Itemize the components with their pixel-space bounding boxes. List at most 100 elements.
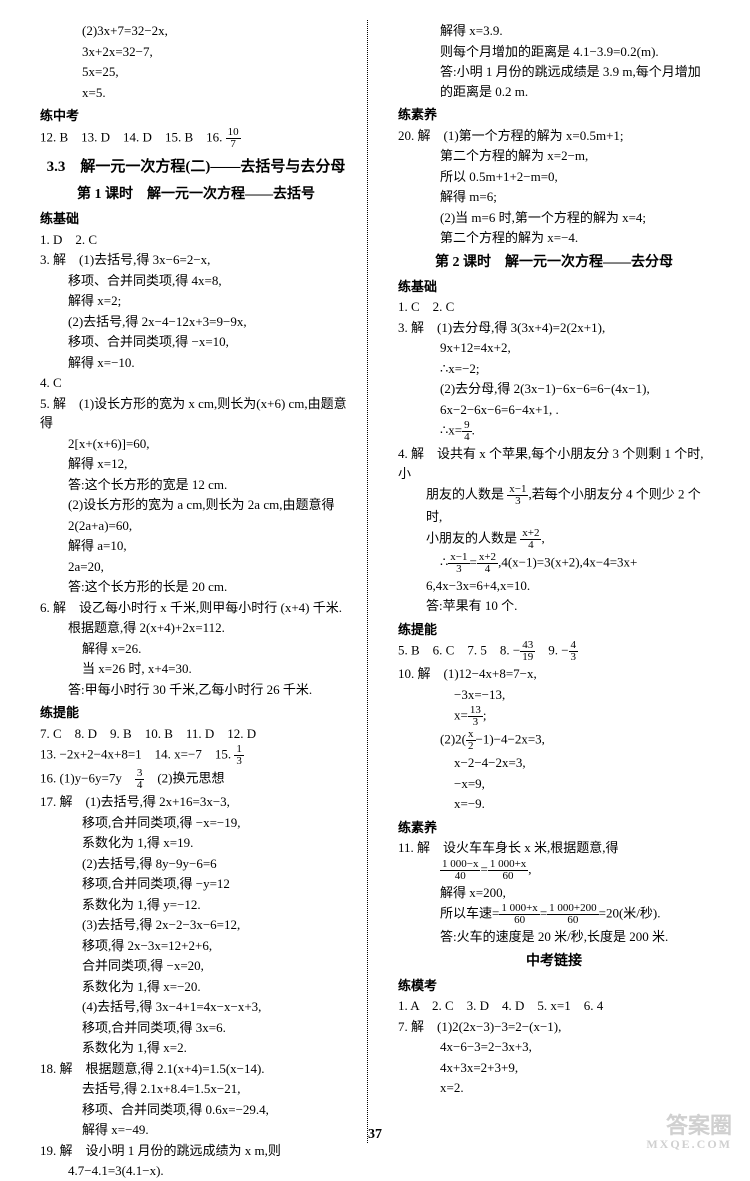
text: 6. 解 设乙每小时行 x 千米,则甲每小时行 (x+4) 千米. [40,598,352,618]
text: 解得 x=−49. [40,1120,352,1140]
text: 答:火车的速度是 20 米/秒,长度是 200 米. [398,927,710,947]
text: (2)2(x2−1)−4−2x=3, [398,729,710,752]
text: 3. 解 (1)去括号,得 3x−6=2−x, [40,250,352,270]
text: x=133; [398,705,710,728]
text: (2)3x+7=32−2x, [40,21,352,41]
answer-row: 1. A 2. C 3. D 4. D 5. x=1 6. 4 [398,996,710,1016]
answer-row: 5. B 6. C 7. 5 8. −4319 9. −43 [398,640,710,663]
text: 解得 x=12, [40,454,352,474]
text: 当 x=26 时, x+4=30. [40,659,352,679]
text: (3)去括号,得 2x−2−3x−6=12, [40,915,352,935]
answer-row: 1. D 2. C [40,230,352,250]
text: 19. 解 设小明 1 月份的跳远成绩为 x m,则 [40,1141,352,1161]
subtitle: 第 2 课时 解一元一次方程——去分母 [398,252,710,273]
text: 1 000−x40=1 000+x60, [398,859,710,882]
text: 3x+2x=32−7, [40,42,352,62]
answer-row: 12. B 13. D 14. D 15. B 16. 107 [40,127,352,150]
text: ∴x=94. [398,420,710,443]
answer-row: 13. −2x+2−4x+8=1 14. x=−7 15. 13 [40,744,352,767]
answer-row: 16. (1)y−6y=7y 34 (2)换元思想 [40,768,352,791]
text: 去括号,得 2.1x+8.4=1.5x−21, [40,1079,352,1099]
text: 系数化为 1,得 x=−20. [40,977,352,997]
text: 2a=20, [40,557,352,577]
text: 17. 解 (1)去括号,得 2x+16=3x−3, [40,792,352,812]
text: 7. 解 (1)2(2x−3)−3=2−(x−1), [398,1017,710,1037]
section-label: 练模考 [398,976,710,996]
text: (4)去括号,得 3x−4+1=4x−x−x+3, [40,997,352,1017]
text: 答:苹果有 10 个. [398,596,710,616]
text: 移项,合并同类项,得 −x=−19, [40,813,352,833]
text: 11. 解 设火车车身长 x 米,根据题意,得 [398,838,710,858]
text: 2[x+(x+6)]=60, [40,434,352,454]
text: 解得 x=26. [40,639,352,659]
text: ∴x=−2; [398,359,710,379]
text: 4x+3x=2+3+9, [398,1058,710,1078]
text: 则每个月增加的距离是 4.1−3.9=0.2(m). [398,42,710,62]
text: 系数化为 1,得 y=−12. [40,895,352,915]
text: 移项、合并同类项,得 4x=8, [40,271,352,291]
text: 2(2a+a)=60, [40,516,352,536]
answer-row: 1. C 2. C [398,297,710,317]
answer-row: 7. C 8. D 9. B 10. B 11. D 12. D [40,724,352,744]
text: 第二个方程的解为 x=2−m, [398,146,710,166]
text: 小朋友的人数是 x+24, [398,528,710,551]
text: 系数化为 1,得 x=19. [40,833,352,853]
text: 移项,合并同类项,得 −y=12 [40,874,352,894]
text: 5x=25, [40,62,352,82]
section-label: 练素养 [398,105,710,125]
text: 第二个方程的解为 x=−4. [398,228,710,248]
answer-row: 4. C [40,373,352,393]
text: 移项、合并同类项,得 0.6x=−29.4, [40,1100,352,1120]
text: 根据题意,得 2(x+4)+2x=112. [40,618,352,638]
section-label: 练中考 [40,106,352,126]
text: 解得 a=10, [40,536,352,556]
text: 所以 0.5m+1+2−m=0, [398,167,710,187]
text: 6x−2−6x−6=6−4x+1, . [398,400,710,420]
text: 答:甲每小时行 30 千米,乙每小时行 26 千米. [40,680,352,700]
text: −3x=−13, [398,685,710,705]
text: (2)当 m=6 时,第一个方程的解为 x=4; [398,208,710,228]
text: 移项,合并同类项,得 3x=6. [40,1018,352,1038]
page-number: 37 [368,1124,382,1145]
watermark: 答案圈 MXQE.COM [646,1114,732,1151]
text: 3. 解 (1)去分母,得 3(3x+4)=2(2x+1), [398,318,710,338]
text: 9x+12=4x+2, [398,338,710,358]
text: 10. 解 (1)12−4x+8=7−x, [398,664,710,684]
text: (2)设长方形的宽为 a cm,则长为 2a cm,由题意得 [40,495,352,515]
text: 朋友的人数是 x−13,若每个小朋友分 4 个则少 2 个时, [398,484,710,527]
section-label: 练提能 [398,620,710,640]
text: 系数化为 1,得 x=2. [40,1038,352,1058]
text: 答:这个长方形的宽是 12 cm. [40,475,352,495]
text: ∴x−13=x+24,4(x−1)=3(x+2),4x−4=3x+ [398,552,710,575]
subtitle: 第 1 课时 解一元一次方程——去括号 [40,184,352,205]
right-column: 解得 x=3.9. 则每个月增加的距离是 4.1−3.9=0.2(m). 答:小… [388,20,710,1143]
section-label: 练素养 [398,818,710,838]
text: 20. 解 (1)第一个方程的解为 x=0.5m+1; [398,126,710,146]
text: 解得 m=6; [398,187,710,207]
text: −x=9, [398,774,710,794]
text: 移项,得 2x−3x=12+2+6, [40,936,352,956]
text: 解得 x=3.9. [398,21,710,41]
text: 解得 x=−10. [40,353,352,373]
section-title: 中考链接 [398,951,710,972]
text: 答:这个长方形的长是 20 cm. [40,577,352,597]
text: (2)去分母,得 2(3x−1)−6x−6=6−(4x−1), [398,379,710,399]
text: 解得 x=200, [398,883,710,903]
text: x−2−4−2x=3, [398,753,710,773]
text: 4. 解 设共有 x 个苹果,每个小朋友分 3 个则剩 1 个时,小 [398,444,710,483]
text: 18. 解 根据题意,得 2.1(x+4)=1.5(x−14). [40,1059,352,1079]
text: 解得 x=2; [40,291,352,311]
text: x=−9. [398,794,710,814]
text: 移项、合并同类项,得 −x=10, [40,332,352,352]
text: 所以车速=1 000+x60=1 000+20060=20(米/秒). [398,903,710,926]
section-label: 练提能 [40,703,352,723]
text: (2)去括号,得 8y−9y−6=6 [40,854,352,874]
left-column: (2)3x+7=32−2x, 3x+2x=32−7, 5x=25, x=5. 练… [40,20,368,1143]
text: 答:小明 1 月份的跳远成绩是 3.9 m,每个月增加的距离是 0.2 m. [398,62,710,101]
text: 5. 解 (1)设长方形的宽为 x cm,则长为(x+6) cm,由题意得 [40,394,352,433]
text: 4x−6−3=2−3x+3, [398,1037,710,1057]
section-label: 练基础 [398,277,710,297]
text: x=5. [40,83,352,103]
text: 4.7−4.1=3(4.1−x). [40,1161,352,1181]
section-label: 练基础 [40,209,352,229]
